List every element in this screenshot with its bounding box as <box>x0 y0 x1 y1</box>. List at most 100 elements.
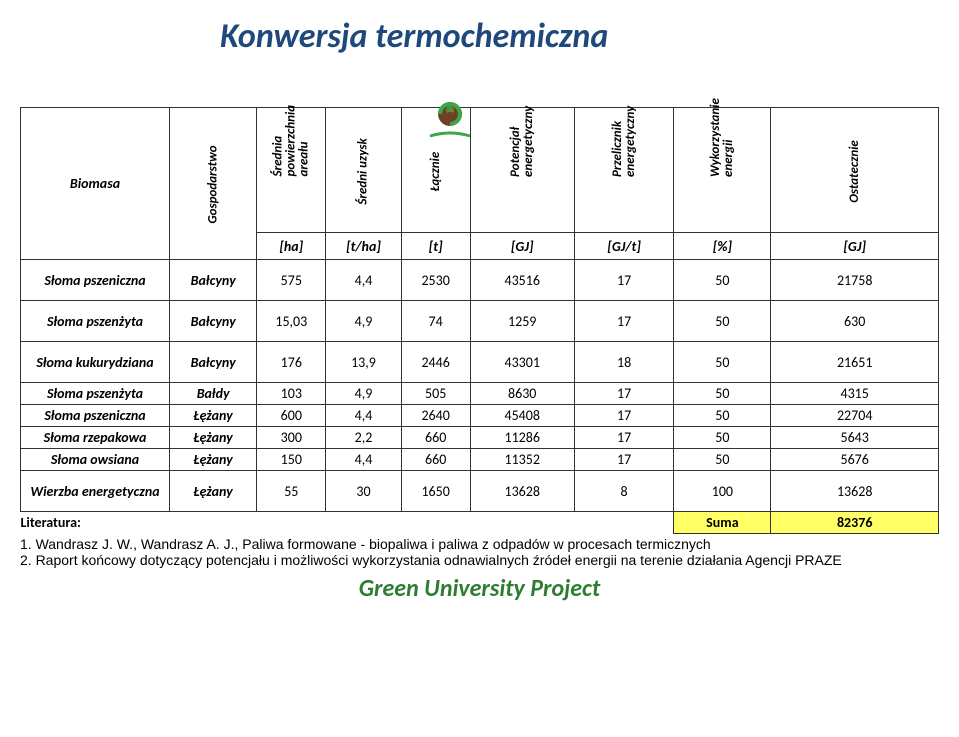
row-pct: 50 <box>674 342 771 383</box>
row-gj: 43301 <box>470 342 574 383</box>
unit-tha: [t/ha] <box>326 233 401 260</box>
row-tha: 13,9 <box>326 342 401 383</box>
row-name: Słoma rzepakowa <box>21 427 170 449</box>
footer-text: Green University Project <box>0 574 959 603</box>
row-gosp: Bałcyny <box>170 301 257 342</box>
row-pct: 50 <box>674 405 771 427</box>
row-pct: 50 <box>674 383 771 405</box>
row-name: Słoma pszeniczna <box>21 260 170 301</box>
row-tha: 4,9 <box>326 383 401 405</box>
col-ostatecznie: Ostatecznie <box>771 108 939 233</box>
row-gosp: Bałcyny <box>170 342 257 383</box>
row-gj: 11286 <box>470 427 574 449</box>
table-row: Słoma rzepakowaŁężany3002,26601128617505… <box>21 427 939 449</box>
row-tha: 4,4 <box>326 260 401 301</box>
row-gosp: Łężany <box>170 471 257 512</box>
row-gosp: Łężany <box>170 449 257 471</box>
row-gj2: 21651 <box>771 342 939 383</box>
row-gjt: 17 <box>574 427 674 449</box>
row-pct: 100 <box>674 471 771 512</box>
row-t: 2446 <box>401 342 470 383</box>
row-t: 660 <box>401 449 470 471</box>
row-name: Słoma owsiana <box>21 449 170 471</box>
row-gosp: Bałdy <box>170 383 257 405</box>
table-row: Słoma pszenicznaBałcyny5754,425304351617… <box>21 260 939 301</box>
row-ha: 575 <box>257 260 326 301</box>
literature-title: Literatura: <box>21 514 81 531</box>
table-body: Słoma pszenicznaBałcyny5754,425304351617… <box>21 260 939 512</box>
row-ha: 600 <box>257 405 326 427</box>
unit-t: [t] <box>401 233 470 260</box>
row-t: 505 <box>401 383 470 405</box>
unit-gj: [GJ] <box>470 233 574 260</box>
unit-gj2: [GJ] <box>771 233 939 260</box>
sum-value: 82376 <box>771 512 939 534</box>
literature-item: 1. Wandrasz J. W., Wandrasz A. J., Paliw… <box>20 536 939 552</box>
table-row: Wierzba energetycznaŁężany55301650136288… <box>21 471 939 512</box>
row-gj: 11352 <box>470 449 574 471</box>
col-potencjal: Potencjał energetyczny <box>470 108 574 233</box>
row-gjt: 17 <box>574 405 674 427</box>
row-t: 74 <box>401 301 470 342</box>
biomass-table: Biomasa Gospodarstwo Średnia powierzchni… <box>20 107 939 534</box>
row-ha: 15,03 <box>257 301 326 342</box>
unit-gjt: [GJ/t] <box>574 233 674 260</box>
row-ha: 150 <box>257 449 326 471</box>
row-gjt: 18 <box>574 342 674 383</box>
row-gjt: 17 <box>574 449 674 471</box>
row-tha: 4,4 <box>326 405 401 427</box>
row-gj: 13628 <box>470 471 574 512</box>
row-t: 2640 <box>401 405 470 427</box>
row-ha: 103 <box>257 383 326 405</box>
row-pct: 50 <box>674 449 771 471</box>
table-row: Słoma pszenżytaBałdy1034,950586301750431… <box>21 383 939 405</box>
row-name: Słoma pszeniczna <box>21 405 170 427</box>
row-pct: 50 <box>674 427 771 449</box>
row-tha: 4,4 <box>326 449 401 471</box>
row-t: 2530 <box>401 260 470 301</box>
row-tha: 30 <box>326 471 401 512</box>
col-biomasa: Biomasa <box>21 108 170 260</box>
unit-pct: [%] <box>674 233 771 260</box>
row-name: Słoma kukurydziana <box>21 342 170 383</box>
table-row: Słoma kukurydzianaBałcyny17613,924464330… <box>21 342 939 383</box>
literature-list: 1. Wandrasz J. W., Wandrasz A. J., Paliw… <box>20 536 939 568</box>
row-gj2: 4315 <box>771 383 939 405</box>
row-ha: 55 <box>257 471 326 512</box>
row-gj2: 22704 <box>771 405 939 427</box>
sum-label: Suma <box>674 512 771 534</box>
row-gosp: Łężany <box>170 405 257 427</box>
row-gj2: 630 <box>771 301 939 342</box>
row-gjt: 8 <box>574 471 674 512</box>
col-srednia: Średnia powierzchnia areału <box>257 108 326 233</box>
row-gj2: 5643 <box>771 427 939 449</box>
row-gj2: 13628 <box>771 471 939 512</box>
biomass-table-wrap: Biomasa Gospodarstwo Średnia powierzchni… <box>20 107 939 534</box>
page-title: Konwersja termochemiczna <box>220 16 959 57</box>
row-name: Słoma pszenżyta <box>21 383 170 405</box>
sum-row: Literatura: Suma 82376 <box>21 512 939 534</box>
row-gj: 1259 <box>470 301 574 342</box>
col-gospodarstwo: Gospodarstwo <box>170 108 257 260</box>
row-gjt: 17 <box>574 260 674 301</box>
row-name: Wierzba energetyczna <box>21 471 170 512</box>
literature-item: 2. Raport końcowy dotyczący potencjału i… <box>20 552 939 568</box>
row-gjt: 17 <box>574 301 674 342</box>
row-gosp: Bałcyny <box>170 260 257 301</box>
row-t: 660 <box>401 427 470 449</box>
col-uzysk: Średni uzysk <box>326 108 401 233</box>
row-ha: 300 <box>257 427 326 449</box>
col-wykorzystanie: Wykorzystanie energii <box>674 108 771 233</box>
row-gj: 43516 <box>470 260 574 301</box>
row-t: 1650 <box>401 471 470 512</box>
row-gosp: Łężany <box>170 427 257 449</box>
row-tha: 2,2 <box>326 427 401 449</box>
row-gjt: 17 <box>574 383 674 405</box>
row-pct: 50 <box>674 301 771 342</box>
row-gj2: 21758 <box>771 260 939 301</box>
col-przelicznik: Przelicznik energetyczny <box>574 108 674 233</box>
row-ha: 176 <box>257 342 326 383</box>
row-name: Słoma pszenżyta <box>21 301 170 342</box>
recycle-tree-icon <box>420 94 480 142</box>
row-tha: 4,9 <box>326 301 401 342</box>
